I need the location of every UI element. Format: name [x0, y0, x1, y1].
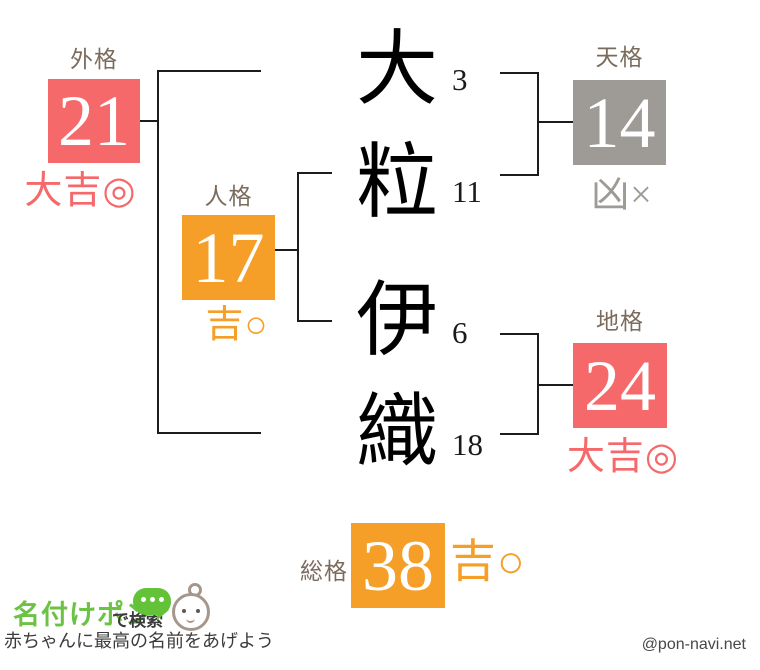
gaikaku-bracket-top	[157, 70, 261, 72]
jinkaku-label: 人格	[204, 183, 253, 209]
logo-wordmark: 名付けポン	[13, 600, 153, 630]
chikaku-label: 地格	[596, 308, 644, 334]
chikaku-value: 24	[584, 345, 656, 426]
jinkaku-value-box: 17	[182, 215, 275, 300]
gaikaku-fortune: 大吉◎	[24, 170, 137, 212]
tenkaku-bracket-top	[500, 72, 539, 74]
jinkaku-fortune: 吉○	[205, 304, 269, 346]
tenkaku-value: 14	[583, 82, 656, 163]
tenkaku-bracket-vertical	[537, 72, 539, 176]
gaikaku-value-box: 21	[48, 79, 140, 163]
gaikaku-bracket-vertical	[157, 70, 159, 434]
gaikaku-label: 外格	[70, 46, 118, 72]
baby-left-eye	[182, 609, 186, 613]
speech-bubble-tail	[157, 610, 169, 620]
soukaku-value-box: 38	[351, 523, 445, 608]
jinkaku-bracket-bottom	[297, 320, 332, 322]
jinkaku-bracket-top	[297, 172, 332, 174]
soukaku-value: 38	[362, 525, 434, 606]
baby-face-icon	[172, 593, 210, 631]
gaikaku-value: 21	[58, 81, 130, 161]
stroke-count-4: 18	[452, 427, 483, 462]
stroke-count-3: 6	[452, 315, 468, 350]
jinkaku-box-connector	[275, 249, 297, 251]
gaikaku-bracket-bottom	[157, 432, 261, 434]
name-char-1: 大	[355, 24, 438, 115]
name-char-2: 粒	[355, 137, 438, 228]
tenkaku-value-box: 14	[573, 80, 666, 165]
soukaku-label: 総格	[300, 558, 348, 584]
chikaku-fortune: 大吉◎	[566, 436, 680, 478]
baby-right-eye	[196, 609, 200, 613]
chikaku-value-box: 24	[573, 343, 667, 428]
stroke-count-2: 11	[452, 174, 482, 209]
chikaku-bracket-bottom	[500, 433, 539, 435]
tenkaku-label: 天格	[595, 44, 644, 70]
tenkaku-bracket-bottom	[500, 174, 539, 176]
name-char-4: 織	[355, 387, 438, 478]
soukaku-fortune: 吉○	[450, 536, 526, 587]
name-char-3: 伊	[355, 275, 438, 366]
tagline: 赤ちゃんに最高の名前をあげよう	[4, 631, 274, 651]
gaikaku-box-connector	[140, 120, 157, 122]
stroke-count-1: 3	[452, 62, 468, 97]
chikaku-bracket-top	[500, 333, 539, 335]
jinkaku-value: 17	[192, 217, 265, 298]
chikaku-bracket-vertical	[537, 333, 539, 435]
site-credit: @pon-navi.net	[641, 636, 746, 653]
chikaku-box-connector	[539, 384, 573, 386]
baby-mouth	[186, 616, 195, 623]
logo-search-suffix: で検索	[112, 611, 163, 630]
tenkaku-fortune: 凶×	[591, 174, 653, 216]
tenkaku-box-connector	[539, 121, 573, 123]
speech-bubble-dots	[133, 597, 171, 602]
jinkaku-bracket-vertical	[297, 172, 299, 322]
